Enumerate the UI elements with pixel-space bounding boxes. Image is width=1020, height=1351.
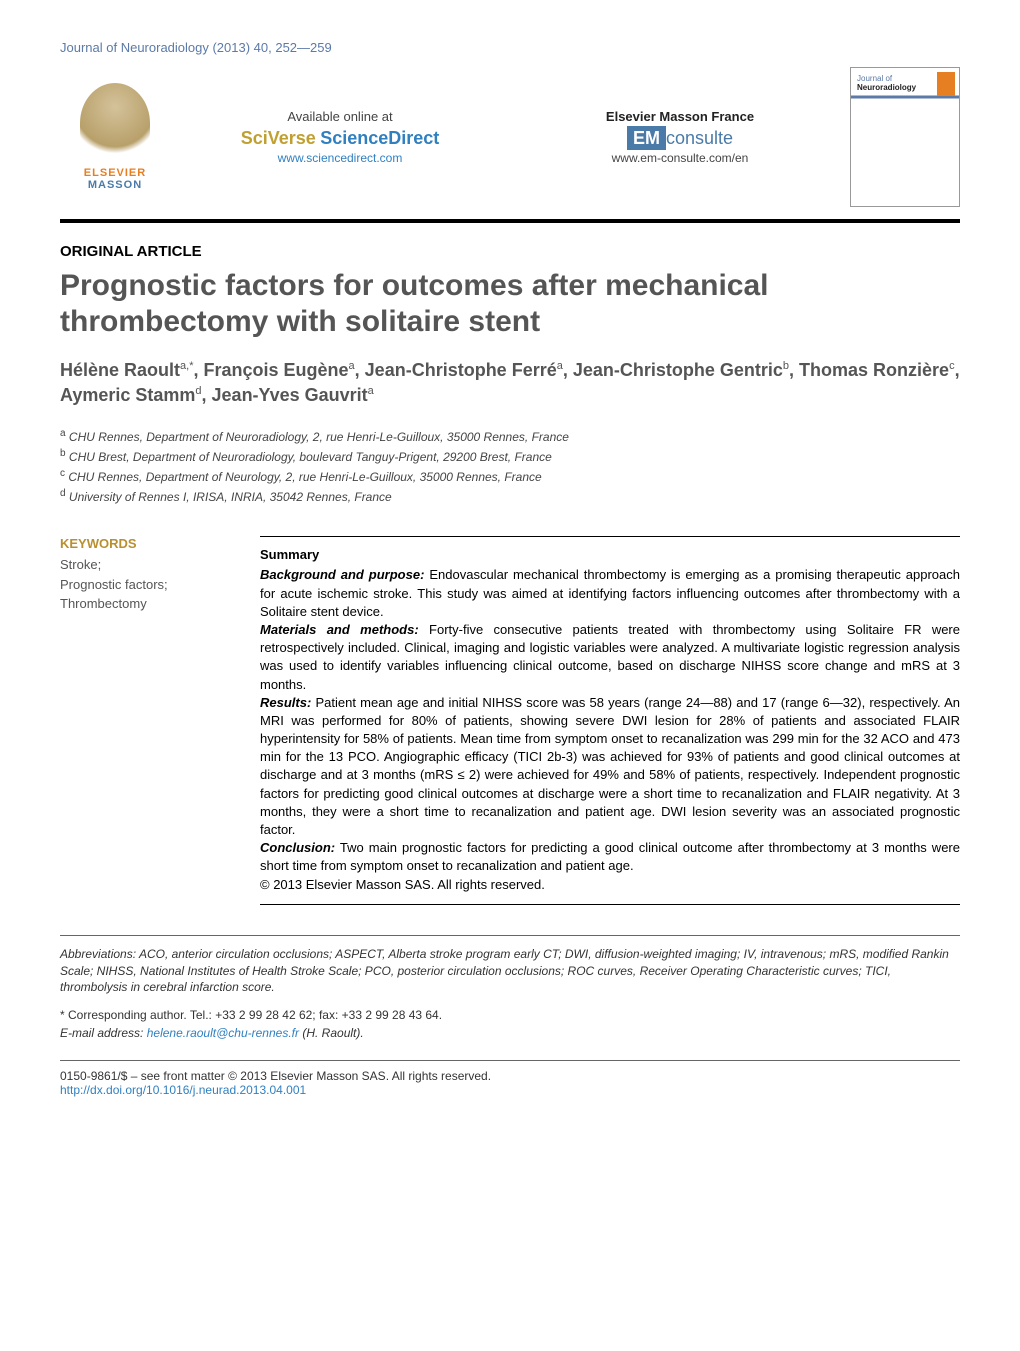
email-line: E-mail address: helene.raoult@chu-rennes… xyxy=(60,1026,960,1040)
elsevier-masson-logo: ELSEVIER MASSON xyxy=(60,83,170,191)
email-suffix: (H. Raoult). xyxy=(302,1026,363,1040)
elsevier-label: ELSEVIER xyxy=(84,167,146,179)
footer-copyright: 0150-9861/$ – see front matter © 2013 El… xyxy=(60,1069,960,1083)
sciverse-label: SciVerse xyxy=(241,128,316,148)
keywords-column: KEYWORDS Stroke;Prognostic factors;Throm… xyxy=(60,536,230,904)
sciencedirect-label: ScienceDirect xyxy=(320,128,439,148)
summary-copyright: © 2013 Elsevier Masson SAS. All rights r… xyxy=(260,877,545,892)
email-link[interactable]: helene.raoult@chu-rennes.fr xyxy=(147,1026,299,1040)
background-label: Background and purpose: xyxy=(260,567,424,582)
doi-link[interactable]: http://dx.doi.org/10.1016/j.neurad.2013.… xyxy=(60,1083,306,1097)
affiliations-list: a CHU Rennes, Department of Neuroradiolo… xyxy=(60,426,960,506)
em-prefix: EM xyxy=(627,126,666,150)
summary-text: Background and purpose: Endovascular mec… xyxy=(260,566,960,893)
header-banner: ELSEVIER MASSON Available online at SciV… xyxy=(60,67,960,223)
corresponding-author: * Corresponding author. Tel.: +33 2 99 2… xyxy=(60,1006,960,1024)
journal-cover-thumbnail: Journal ofNeuroradiology xyxy=(850,67,960,207)
available-online-label: Available online at xyxy=(170,109,510,124)
sciencedirect-url[interactable]: www.sciencedirect.com xyxy=(170,151,510,165)
summary-column: Summary Background and purpose: Endovasc… xyxy=(260,536,960,904)
em-consulte-logo: EMconsulte xyxy=(510,128,850,149)
abbreviations-label: Abbreviations: xyxy=(60,947,136,961)
summary-heading: Summary xyxy=(260,547,960,562)
elsevier-tree-icon xyxy=(80,83,150,163)
cover-title: Journal ofNeuroradiology xyxy=(857,74,916,92)
sciencedirect-block: Available online at SciVerse ScienceDire… xyxy=(170,109,510,165)
keywords-summary-row: KEYWORDS Stroke;Prognostic factors;Throm… xyxy=(60,536,960,904)
em-consulte-url[interactable]: www.em-consulte.com/en xyxy=(510,151,850,165)
authors-list: Hélène Raoulta,*, François Eugènea, Jean… xyxy=(60,358,960,408)
keywords-text: Stroke;Prognostic factors;Thrombectomy xyxy=(60,555,230,614)
masson-label: MASSON xyxy=(88,179,142,191)
article-title: Prognostic factors for outcomes after me… xyxy=(60,268,960,340)
journal-reference: Journal of Neuroradiology (2013) 40, 252… xyxy=(60,40,960,55)
article-type: ORIGINAL ARTICLE xyxy=(60,243,960,260)
results-label: Results: xyxy=(260,695,311,710)
conclusion-label: Conclusion: xyxy=(260,840,335,855)
em-consulte-block: Elsevier Masson France EMconsulte www.em… xyxy=(510,109,850,165)
methods-label: Materials and methods: xyxy=(260,622,419,637)
abbreviations-block: Abbreviations: ACO, anterior circulation… xyxy=(60,935,960,996)
results-text: Patient mean age and initial NIHSS score… xyxy=(260,695,960,837)
em-consulte-text: consulte xyxy=(666,128,733,148)
abbreviations-text: ACO, anterior circulation occlusions; AS… xyxy=(60,947,949,995)
email-label: E-mail address: xyxy=(60,1026,143,1040)
footer-block: 0150-9861/$ – see front matter © 2013 El… xyxy=(60,1060,960,1097)
conclusion-text: Two main prognostic factors for predicti… xyxy=(260,840,960,873)
em-label: Elsevier Masson France xyxy=(510,109,850,124)
keywords-heading: KEYWORDS xyxy=(60,536,230,551)
